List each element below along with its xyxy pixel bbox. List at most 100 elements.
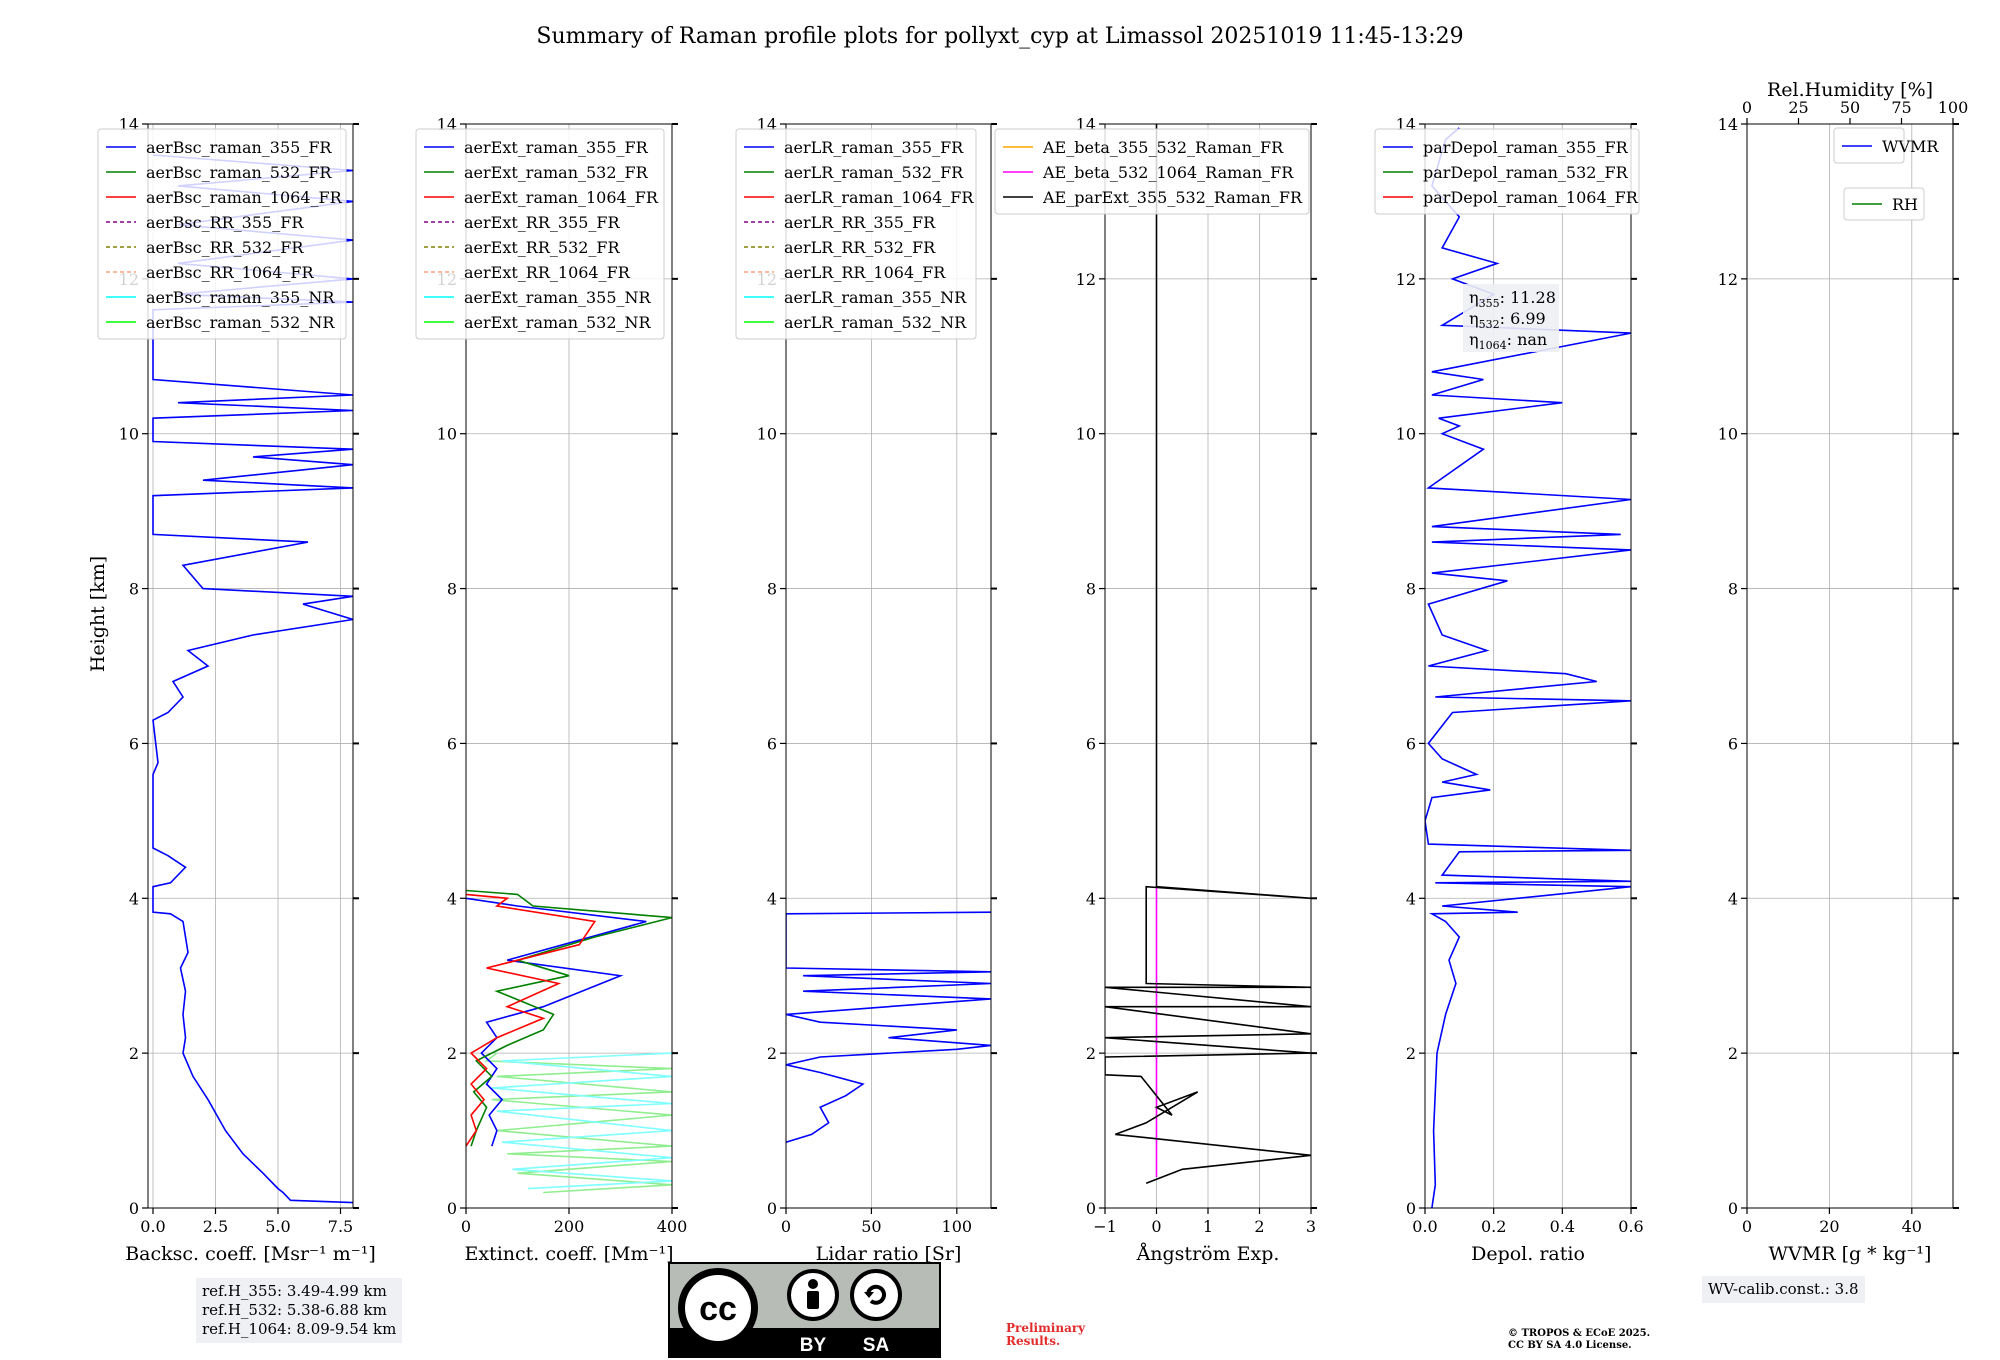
x-tick-label: 0.0 — [1412, 1217, 1437, 1236]
legend-item-label: aerExt_RR_355_FR — [464, 213, 621, 232]
y-tick-label: 10 — [1396, 425, 1416, 444]
axes-frame — [785, 123, 992, 1209]
y-tick-label: 4 — [129, 889, 139, 908]
axes-frame — [147, 123, 354, 1209]
legend-item-label: AE_beta_355_532_Raman_FR — [1042, 138, 1284, 157]
y-tick-label: 10 — [437, 425, 457, 444]
x-tick-label: 0.4 — [1550, 1217, 1575, 1236]
x-tick-label: 0.2 — [1481, 1217, 1506, 1236]
series-line-AE_parExt_355_532_Raman_FR — [1105, 124, 1311, 1184]
y-tick-label: 0 — [1406, 1199, 1416, 1218]
legend-item-label: aerLR_raman_532_NR — [784, 313, 967, 332]
x-tick-label: 50 — [861, 1217, 881, 1236]
y-tick-label: 2 — [1406, 1044, 1416, 1063]
legend-item-label: aerBsc_raman_532_FR — [146, 163, 332, 182]
x-tick-label: 200 — [554, 1217, 585, 1236]
eta-annotation: η355: 11.28 — [1469, 288, 1556, 310]
y-tick-label: 6 — [767, 734, 777, 753]
eta-value: : 6.99 — [1500, 309, 1546, 328]
y-tick-label: 4 — [1406, 889, 1416, 908]
eta-value: : 11.28 — [1500, 288, 1556, 307]
legend-box — [1374, 128, 1640, 215]
legend-item-label: parDepol_raman_1064_FR — [1423, 188, 1639, 207]
x-axis-label: Ångström Exp. — [1136, 1243, 1280, 1265]
legend-box — [735, 128, 977, 340]
legend-item-label: aerExt_raman_532_NR — [464, 313, 652, 332]
wv-calib-box: WV-calib.const.: 3.8 — [1702, 1276, 1865, 1303]
series-line-aerBsc_raman_355_FR — [152, 154, 353, 1204]
legend-item-label: aerExt_RR_1064_FR — [464, 263, 631, 282]
eta-subscript: 355 — [1479, 297, 1500, 310]
y-tick-label: 8 — [1728, 580, 1738, 599]
legend-item-label: aerLR_RR_532_FR — [784, 238, 936, 257]
y-tick-label: 2 — [1728, 1044, 1738, 1063]
sa-icon — [850, 1269, 902, 1321]
y-tick-label: 10 — [1718, 425, 1738, 444]
eta-annotation: η532: 6.99 — [1469, 309, 1546, 331]
y-tick-label: 6 — [447, 734, 457, 753]
eta-symbol: η — [1469, 330, 1479, 349]
series-line-aerExt_raman_1064_FR — [466, 893, 597, 1147]
top-x-tick-label: 25 — [1788, 98, 1808, 117]
x-axis-label: Extinct. coeff. [Mm⁻¹] — [464, 1243, 673, 1265]
eta-box — [1463, 284, 1559, 352]
y-tick-label: 12 — [1076, 270, 1096, 289]
y-tick-label: 4 — [1728, 889, 1738, 908]
eta-subscript: 1064 — [1479, 339, 1507, 352]
x-tick-label: 0 — [461, 1217, 471, 1236]
preliminary-note: Preliminary Results. — [1006, 1321, 1086, 1348]
legend-item-label: aerExt_raman_1064_FR — [464, 188, 659, 207]
top-x-tick-label: 75 — [1891, 98, 1911, 117]
legend: WVMR RH — [1833, 127, 1939, 221]
y-tick-label: 4 — [1086, 889, 1096, 908]
y-tick-label: 4 — [767, 889, 777, 908]
legend-item-label: parDepol_raman_532_FR — [1423, 163, 1629, 182]
legend2-box — [1843, 187, 1925, 221]
ref-heights-box: ref.H_355: 3.49-4.99 km ref.H_532: 5.38-… — [196, 1278, 403, 1343]
top-x-tick-label: 50 — [1840, 98, 1860, 117]
plot-area — [1747, 124, 1953, 1208]
y-tick-label: 6 — [1728, 734, 1738, 753]
legend-item-label: aerLR_RR_355_FR — [784, 213, 936, 232]
legend-item-label: aerBsc_RR_355_FR — [146, 213, 304, 232]
top-x-tick-label: 0 — [1742, 98, 1752, 117]
y-tick-label: 12 — [1396, 270, 1416, 289]
x-axis-label: Backsc. coeff. [Msr⁻¹ m⁻¹] — [125, 1243, 376, 1265]
copyright-note: © TROPOS & ECoE 2025. CC BY SA 4.0 Licen… — [1508, 1328, 1651, 1351]
series-line-parDepol_raman_355_FR — [1425, 127, 1631, 1208]
y-tick-label: 2 — [1086, 1044, 1096, 1063]
y-tick-label: 8 — [1406, 580, 1416, 599]
x-tick-label: 1 — [1203, 1217, 1213, 1236]
x-tick-label: 3 — [1306, 1217, 1316, 1236]
y-tick-label: 4 — [447, 889, 457, 908]
legend-item-label: WVMR — [1882, 137, 1939, 156]
legend-item-label: aerExt_raman_355_NR — [464, 288, 652, 307]
legend-box — [97, 128, 347, 340]
legend-item-label: aerBsc_RR_532_FR — [146, 238, 304, 257]
legend: AE_beta_355_532_Raman_FR AE_beta_532_1064… — [994, 128, 1310, 215]
x-axis-label: Lidar ratio [Sr] — [816, 1243, 962, 1265]
eta-symbol: η — [1469, 309, 1479, 328]
y-tick-label: 0 — [767, 1199, 777, 1218]
x-tick-label: 0 — [781, 1217, 791, 1236]
cc-license-badge: cc BY SA — [668, 1262, 941, 1358]
legend: aerBsc_raman_355_FR aerBsc_raman_532_FRae… — [97, 128, 347, 340]
y-tick-label: 6 — [1086, 734, 1096, 753]
y-tick-label: 6 — [1406, 734, 1416, 753]
legend-item-label: aerLR_RR_1064_FR — [784, 263, 946, 282]
legend-item-label: aerExt_RR_532_FR — [464, 238, 621, 257]
x-tick-label: 400 — [657, 1217, 688, 1236]
figure-title: Summary of Raman profile plots for polly… — [536, 24, 1463, 49]
x-tick-label: 7.5 — [328, 1217, 353, 1236]
legend-item-label: aerBsc_raman_355_NR — [146, 288, 335, 307]
x-tick-label: 100 — [942, 1217, 973, 1236]
eta-symbol: η — [1469, 288, 1479, 307]
panel-ext: 024681012140200400Extinct. coeff. [Mm⁻¹]… — [415, 115, 688, 1265]
y-tick-label: 0 — [129, 1199, 139, 1218]
x-tick-label: 0 — [1742, 1217, 1752, 1236]
legend-item-label: aerBsc_raman_1064_FR — [146, 188, 343, 207]
